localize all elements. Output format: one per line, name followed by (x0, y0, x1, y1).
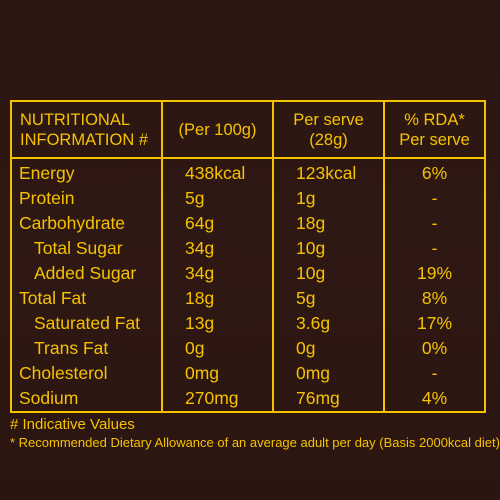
table-row: Saturated Fat 13g 3.6g 17% (12, 311, 484, 336)
per-serve-value: 76mg (272, 386, 384, 411)
per-serve-value: 123kcal (272, 158, 384, 186)
header-line: NUTRITIONAL (20, 110, 131, 129)
per-100g-value: 0g (161, 336, 273, 361)
table-row: Cholesterol 0mg 0mg - (12, 361, 484, 386)
per-100g-value: 64g (161, 211, 273, 236)
table-row: Energy 438kcal 123kcal 6% (12, 158, 484, 186)
header-line: Per serve (399, 130, 470, 149)
table-row: Protein 5g 1g - (12, 186, 484, 211)
nutrient-name: Trans Fat (34, 338, 109, 358)
nutrient-name: Sodium (19, 388, 79, 408)
rda-value: 8% (383, 286, 484, 311)
per-serve-value: 3.6g (272, 311, 384, 336)
table-row: Total Sugar 34g 10g - (12, 236, 484, 261)
per-100g-value: 18g (161, 286, 273, 311)
rda-value: 4% (383, 386, 484, 411)
per-serve-value: 1g (272, 186, 384, 211)
nutrition-table: NUTRITIONAL INFORMATION # (Per 100g) Per… (10, 100, 486, 413)
per-100g-value: 34g (161, 261, 273, 286)
nutrient-name: Carbohydrate (19, 213, 126, 233)
rda-value: 19% (383, 261, 484, 286)
rda-value: 6% (383, 158, 484, 186)
header-row: NUTRITIONAL INFORMATION # (Per 100g) Per… (12, 102, 484, 159)
nutrient-name: Protein (19, 188, 75, 208)
nutrient-name: Added Sugar (34, 263, 137, 283)
per-100g-value: 34g (161, 236, 273, 261)
per-100g-value: 438kcal (161, 158, 273, 186)
header-nutritional-information: NUTRITIONAL INFORMATION # (12, 102, 162, 159)
rda-value: 17% (383, 311, 484, 336)
rda-value: 0% (383, 336, 484, 361)
per-serve-value: 0mg (272, 361, 384, 386)
nutrient-name: Cholesterol (19, 363, 108, 383)
header-line: (Per 100g) (178, 120, 257, 139)
header-line: Per serve (293, 110, 364, 129)
per-serve-value: 5g (272, 286, 384, 311)
header-rda: % RDA* Per serve (383, 102, 484, 159)
nutrient-name: Total Fat (19, 288, 87, 308)
rda-value: - (383, 236, 484, 261)
per-100g-value: 0mg (161, 361, 273, 386)
header-per-100g: (Per 100g) (161, 102, 273, 159)
rda-value: - (383, 186, 484, 211)
table-row: Carbohydrate 64g 18g - (12, 211, 484, 236)
per-100g-value: 270mg (161, 386, 273, 411)
header-line: (28g) (309, 130, 348, 149)
header-line: INFORMATION # (20, 130, 149, 149)
per-100g-value: 13g (161, 311, 273, 336)
table-row: Sodium 270mg 76mg 4% (12, 386, 484, 411)
footnote-indicative-values: # Indicative Values (10, 416, 135, 433)
per-serve-value: 18g (272, 211, 384, 236)
table-row: Added Sugar 34g 10g 19% (12, 261, 484, 286)
header-line: % RDA* (404, 110, 465, 129)
footnote-rda: * Recommended Dietary Allowance of an av… (10, 435, 500, 450)
nutrient-name: Total Sugar (34, 238, 123, 258)
nutrient-name: Energy (19, 163, 75, 183)
table-row: Trans Fat 0g 0g 0% (12, 336, 484, 361)
per-100g-value: 5g (161, 186, 273, 211)
rda-value: - (383, 211, 484, 236)
header-per-serve: Per serve (28g) (272, 102, 384, 159)
footnotes: # Indicative Values * Recommended Dietar… (10, 416, 500, 452)
per-serve-value: 10g (272, 236, 384, 261)
table-row: Total Fat 18g 5g 8% (12, 286, 484, 311)
per-serve-value: 10g (272, 261, 384, 286)
rda-value: - (383, 361, 484, 386)
nutrient-name: Saturated Fat (34, 313, 141, 333)
per-serve-value: 0g (272, 336, 384, 361)
